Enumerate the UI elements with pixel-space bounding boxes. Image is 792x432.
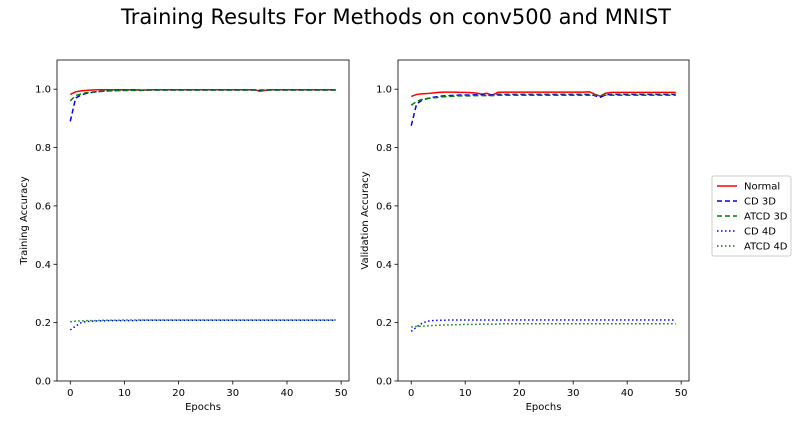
legend-label: CD 3D <box>744 197 776 208</box>
x-axis-label: Epochs <box>185 402 221 413</box>
x-tick-label: 10 <box>459 388 472 399</box>
legend-label: ATCD 4D <box>744 242 788 253</box>
x-tick-label: 50 <box>335 388 348 399</box>
legend-box <box>711 175 792 257</box>
legend-label: ATCD 3D <box>744 212 788 223</box>
y-tick-label: 0.2 <box>35 318 51 329</box>
y-axis-label: Training Accuracy <box>19 176 30 265</box>
y-tick-label: 0.0 <box>35 377 51 388</box>
figure-title: Training Results For Methods on conv500 … <box>120 5 671 29</box>
series-line-cd-3d <box>410 93 676 126</box>
legend-label: CD 4D <box>744 227 776 238</box>
axes-frame <box>397 59 690 382</box>
y-tick-label: 0.4 <box>376 260 392 271</box>
y-tick-label: 0.8 <box>376 143 392 154</box>
x-tick-label: 50 <box>675 388 688 399</box>
x-tick-label: 20 <box>513 388 526 399</box>
y-tick-label: 0.6 <box>376 201 392 212</box>
series-line-atcd-3d <box>410 94 676 106</box>
series-line-cd-3d <box>69 89 336 122</box>
y-axis-label: Validation Accuracy <box>360 171 371 269</box>
x-tick-label: 40 <box>621 388 634 399</box>
x-tick-label: 0 <box>408 388 414 399</box>
y-tick-label: 0.8 <box>35 143 51 154</box>
axes-frame <box>56 59 350 382</box>
x-axis-label: Epochs <box>526 402 562 413</box>
x-tick-label: 20 <box>172 388 185 399</box>
y-tick-label: 0.0 <box>376 377 392 388</box>
y-tick-label: 0.6 <box>35 201 51 212</box>
x-tick-label: 30 <box>567 388 580 399</box>
legend: Normal CD 3D ATCD 3D CD 4D ATCD 4D <box>711 175 792 257</box>
y-tick-label: 1.0 <box>35 85 51 96</box>
series-line-atcd-3d <box>69 89 336 102</box>
series-line-atcd-4d <box>70 319 336 323</box>
x-tick-label: 30 <box>226 388 239 399</box>
series-line-cd-4d <box>410 319 676 332</box>
y-tick-label: 1.0 <box>376 85 392 96</box>
x-tick-label: 0 <box>67 388 73 399</box>
series-line-atcd-4d <box>411 323 676 328</box>
training-accuracy-panel: 0 10 20 30 40 50 0.0 0.2 0.4 0.6 0.8 1.0 Epochs Train… <box>19 59 350 413</box>
series-line-cd-4d <box>69 319 336 331</box>
y-tick-label: 0.2 <box>376 318 392 329</box>
legend-label: Normal <box>744 182 780 193</box>
series-line-normal <box>410 91 676 98</box>
validation-accuracy-panel: 0 10 20 30 40 50 0.0 0.2 0.4 0.6 0.8 1.0 Epochs Valid… <box>360 59 690 413</box>
x-tick-label: 10 <box>118 388 131 399</box>
x-tick-label: 40 <box>281 388 294 399</box>
y-tick-label: 0.4 <box>35 260 51 271</box>
